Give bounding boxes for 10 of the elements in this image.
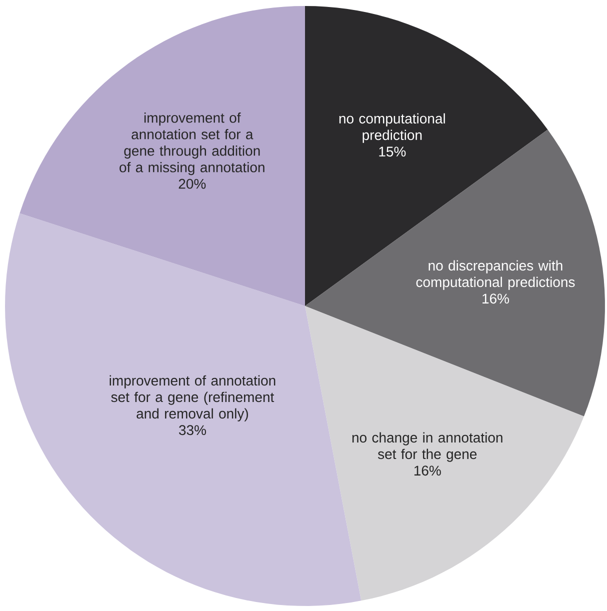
data-label: 16% (414, 466, 441, 476)
data-label: 15% (379, 146, 406, 157)
slice-label: improvement of annotation set for a gene through addition of a missing annotation (120, 112, 264, 176)
data-label: 20% (178, 178, 206, 189)
slice-label: no change in annotation set for the gene (352, 432, 502, 462)
slice-label: improvement of annotation set for a gene (refinement and removal only) (110, 375, 276, 422)
slice-label: no computational prediction (339, 113, 445, 143)
slice-label: no discrepancies with computational predictions (416, 260, 575, 290)
data-label: 33% (179, 425, 206, 436)
data-label: 16% (482, 294, 510, 304)
